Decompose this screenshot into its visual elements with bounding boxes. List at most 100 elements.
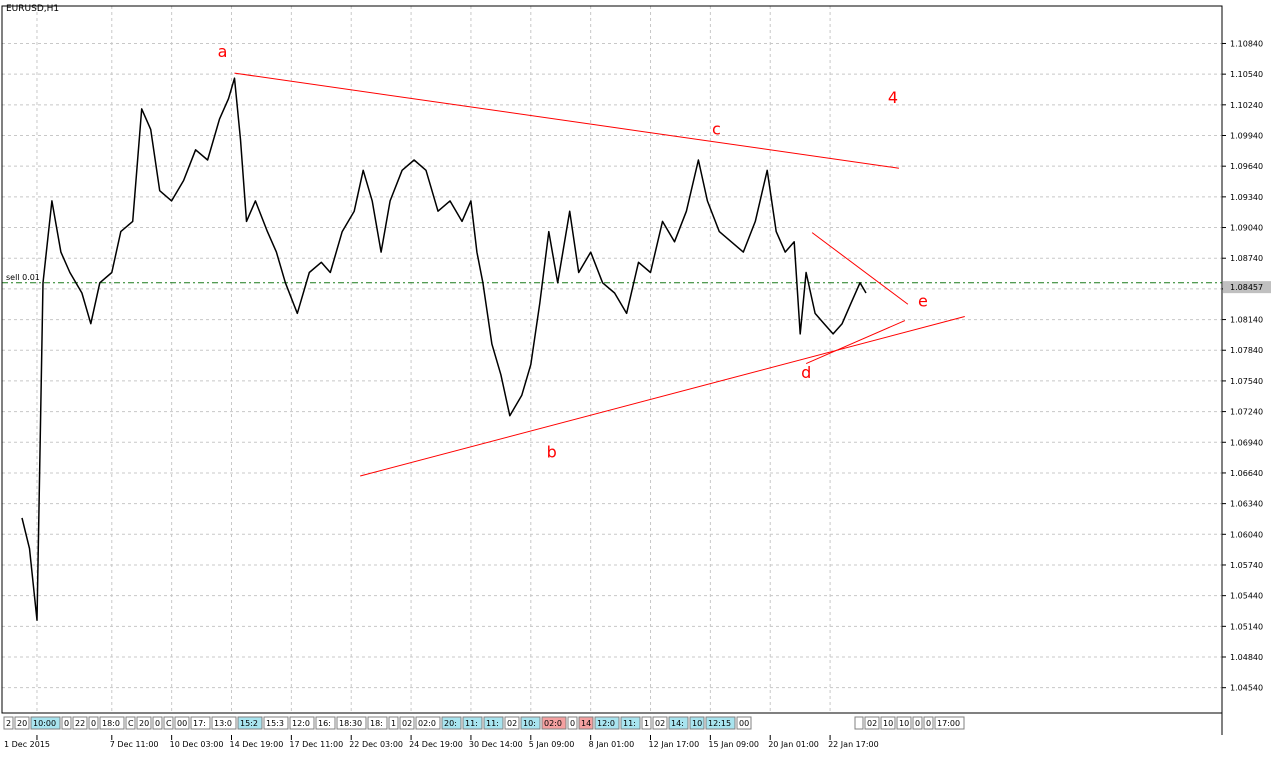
time-chip — [315, 716, 336, 730]
time-chip-label: 02 — [867, 719, 877, 728]
y-tick-label: 1.05140 — [1230, 622, 1263, 631]
time-chip — [854, 716, 864, 730]
y-tick-label: 1.09040 — [1230, 224, 1263, 233]
time-chip — [336, 716, 367, 730]
time-chip — [880, 716, 896, 730]
time-chip-label: 11: — [486, 719, 499, 728]
wave-label-d: d — [801, 363, 811, 382]
current-price-tag: 1.08457 — [1223, 281, 1271, 294]
time-chip-label: 16: — [318, 719, 331, 728]
axes — [1, 5, 1223, 735]
y-tick-label: 1.08140 — [1230, 316, 1263, 325]
y-tick-label: 1.08740 — [1230, 254, 1263, 263]
y-tick-label: 1.10840 — [1230, 39, 1263, 48]
time-chip — [934, 716, 965, 730]
y-tick-label: 1.06040 — [1230, 530, 1263, 539]
time-chip-label: 00 — [177, 719, 187, 728]
wave-label-a: a — [218, 42, 228, 61]
x-tick-label: 8 Jan 01:00 — [589, 740, 635, 749]
time-chip-label: 0 — [64, 719, 69, 728]
time-chip — [125, 716, 136, 730]
time-chip — [174, 716, 190, 730]
chart-title: EURUSD,H1 — [6, 4, 60, 14]
y-tick-label: 1.09340 — [1230, 193, 1263, 202]
time-chip-label: 2 — [6, 719, 11, 728]
time-chip — [652, 716, 668, 730]
time-chip-label: C — [128, 719, 134, 728]
time-chip — [88, 716, 99, 730]
time-chip — [483, 716, 504, 730]
time-chip-label: 10 — [883, 719, 893, 728]
y-tick-label: 1.09940 — [1230, 132, 1263, 141]
time-chip-label: 0 — [570, 719, 575, 728]
x-tick-label: 22 Jan 17:00 — [828, 740, 879, 749]
time-chip — [289, 716, 315, 730]
time-chip — [263, 716, 289, 730]
time-chip-label: 02:0 — [418, 719, 436, 728]
x-tick-label: 1 Dec 2015 — [4, 740, 50, 749]
y-tick-label: 1.07840 — [1230, 346, 1263, 355]
wave-label-e: e — [918, 291, 928, 310]
time-chip — [190, 716, 211, 730]
time-chip-label: 10: — [523, 719, 536, 728]
wave-label-c: c — [712, 119, 721, 138]
time-chip-label: 15:3 — [266, 719, 284, 728]
time-chip — [668, 716, 689, 730]
trendline-inner-d-e-upper[interactable] — [811, 232, 909, 305]
time-chip — [567, 716, 578, 730]
time-chip — [520, 716, 541, 730]
time-chips-strip: 2 20 10:00 0 22 0 18:0 C 20 0 C 00 17: 13:0 15:2 15:3 12… — [3, 716, 965, 730]
trendline-lower-b-d[interactable] — [360, 316, 965, 477]
time-chip — [99, 716, 125, 730]
x-tick-label: 15 Jan 09:00 — [708, 740, 759, 749]
x-tick-label: 20 Jan 01:00 — [768, 740, 819, 749]
y-tick-label: 1.07540 — [1230, 377, 1263, 386]
time-chip-label: 00 — [739, 719, 749, 728]
y-axis-ticks: 1.10840 1.10540 1.10240 1.09940 1.09640 1.093… — [1222, 39, 1263, 693]
time-chip — [912, 716, 923, 730]
time-chip — [594, 716, 620, 730]
y-tick-label: 1.05740 — [1230, 561, 1263, 570]
x-tick-label: 10 Dec 03:00 — [170, 740, 224, 749]
time-chip — [441, 716, 462, 730]
time-chip — [620, 716, 641, 730]
time-chip — [864, 716, 880, 730]
time-chip-label: 10 — [692, 719, 702, 728]
time-chip-label: 0 — [155, 719, 160, 728]
time-chip — [462, 716, 483, 730]
wave-labels: a b c d e 4 — [218, 42, 928, 462]
time-chip — [3, 716, 14, 730]
time-chip-label: 22 — [75, 719, 85, 728]
trendline-inner-d-e-lower[interactable] — [805, 320, 906, 364]
x-tick-label: 24 Dec 19:00 — [409, 740, 463, 749]
time-chip-label: 15:2 — [240, 719, 258, 728]
time-chip-label: 14 — [581, 719, 591, 728]
time-chip — [399, 716, 415, 730]
time-chip — [504, 716, 520, 730]
order-line-label: sell 0.01 — [6, 273, 40, 282]
time-chip — [14, 716, 30, 730]
y-tick-label: 1.06640 — [1230, 469, 1263, 478]
x-tick-label: 22 Dec 03:00 — [349, 740, 403, 749]
time-chip-label: 18:30 — [339, 719, 362, 728]
time-chip-label: 13:0 — [214, 719, 232, 728]
x-tick-label: 7 Dec 11:00 — [110, 740, 159, 749]
time-chip-label: 18: — [370, 719, 383, 728]
time-chip-label: C — [166, 719, 172, 728]
time-chip-label: 20 — [139, 719, 149, 728]
time-chip — [136, 716, 152, 730]
time-chip-label: 18:0 — [102, 719, 120, 728]
time-chip-label: 02 — [655, 719, 665, 728]
time-chip-label: 12:15 — [708, 719, 731, 728]
order-line-group: sell 0.01 — [2, 273, 1222, 284]
time-chip-label: 12:0 — [292, 719, 310, 728]
time-chip — [896, 716, 912, 730]
trendline-upper-a-c[interactable] — [234, 72, 899, 169]
time-chip — [30, 716, 61, 730]
time-chip-label: 1 — [391, 719, 396, 728]
time-chip — [163, 716, 174, 730]
grid — [2, 6, 1222, 713]
time-chip-label: 10:00 — [33, 719, 56, 728]
